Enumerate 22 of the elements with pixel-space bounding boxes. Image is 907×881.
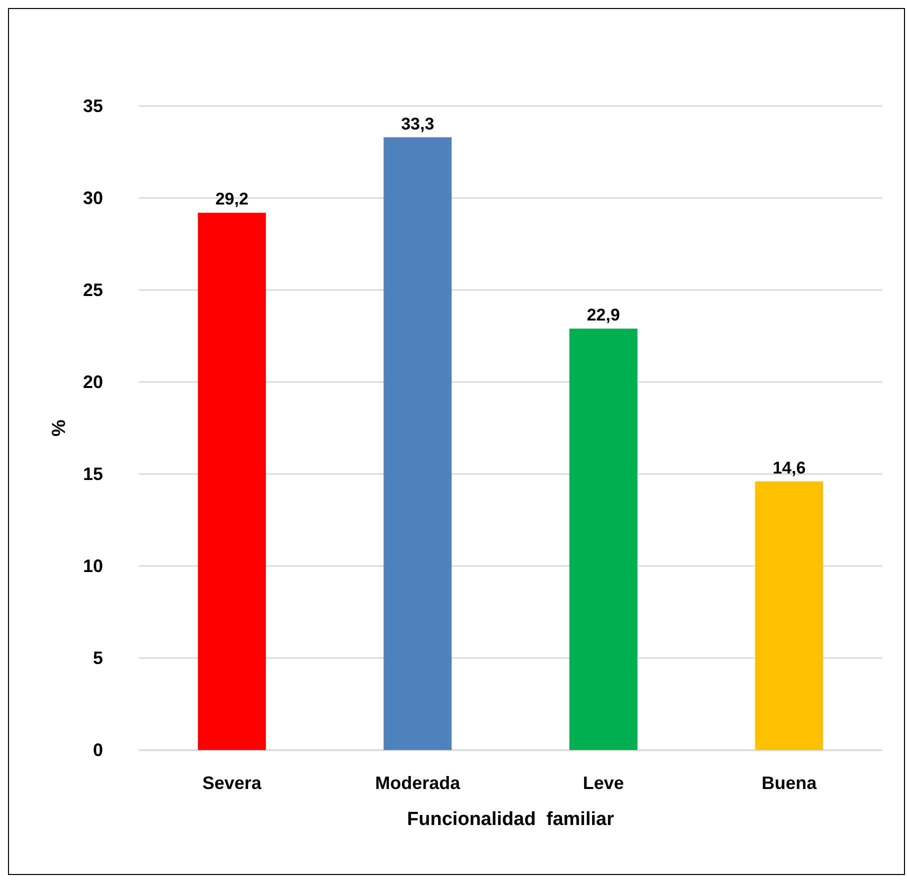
y-tick-label: 0 [92,740,103,760]
data-label: 14,6 [772,458,806,478]
y-tick-label: 10 [82,556,103,576]
x-axis-title: Funcionalidad familiar [407,809,615,830]
data-label: 22,9 [586,306,620,325]
y-tick-label: 20 [82,372,103,392]
data-label: 33,3 [401,114,434,134]
x-tick-label: Severa [202,773,262,793]
bar [198,212,266,750]
x-tick-label: Leve [582,773,624,793]
data-label: 29,2 [215,190,248,209]
bar [384,137,452,750]
y-tick-label: 25 [82,280,103,300]
y-tick-label: 5 [92,648,103,668]
y-axis-title: % [49,419,70,436]
y-tick-label: 30 [82,188,103,208]
y-tick-label: 15 [82,464,103,484]
x-tick-label: Buena [762,773,818,793]
bar [755,481,824,750]
bar [569,328,638,750]
x-tick-label: Moderada [375,773,462,793]
y-tick-label: 35 [82,96,103,116]
